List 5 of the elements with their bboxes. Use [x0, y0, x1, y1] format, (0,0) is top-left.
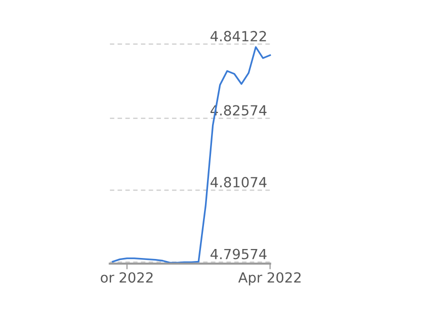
x-tick-label: or 2022	[100, 272, 153, 283]
x-tick-label: Apr 2022	[238, 272, 301, 286]
y-tick-label: 4.79574	[210, 248, 267, 260]
y-tick-label: 4.81074	[210, 176, 267, 188]
y-tick-label: 4.84122	[210, 30, 266, 42]
